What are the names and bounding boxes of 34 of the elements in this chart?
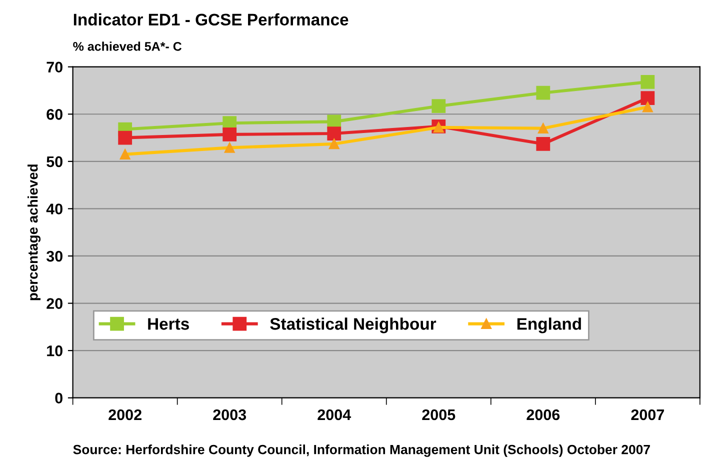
point: [327, 126, 342, 140]
point: [328, 138, 340, 150]
x-tick-label: 2004: [318, 409, 352, 420]
y-tick-label: 50: [46, 156, 62, 168]
point: [642, 102, 653, 112]
point: [640, 91, 655, 105]
y-tick-label: 70: [46, 62, 62, 73]
legend-label: Statistical Neighbour: [270, 318, 436, 334]
point: [536, 136, 550, 151]
legend-label: Herts: [148, 318, 189, 330]
source-note: Source: Herfordshire County Council, Information Management Unit (Schools) October 2007: [73, 444, 650, 457]
x-tick-label: 2005: [422, 409, 456, 420]
point: [222, 128, 237, 142]
point: [118, 130, 132, 145]
chart-subtitle: % achieved 5A*- C: [73, 42, 182, 51]
point: [120, 149, 130, 160]
chart-title: Indicator ED1 - GCSE Performance: [74, 13, 348, 26]
point: [432, 99, 446, 114]
x-tick-label: 2003: [213, 409, 246, 420]
y-tick-label: 0: [55, 392, 62, 404]
x-tick-label: 2002: [108, 409, 142, 420]
y-tick-label: 10: [47, 345, 62, 356]
y-tick-label: 20: [46, 298, 62, 309]
point: [640, 75, 655, 89]
y-tick-label: 40: [46, 204, 62, 214]
point: [538, 123, 548, 134]
y-axis-title: percentage achieved: [28, 164, 41, 300]
point: [536, 86, 550, 100]
legend-label: England: [517, 318, 581, 334]
point: [224, 142, 235, 153]
x-tick-label: 2007: [631, 409, 664, 420]
y-tick-label: 60: [46, 109, 62, 120]
y-tick-label: 30: [46, 250, 62, 262]
x-tick-label: 2006: [526, 409, 560, 420]
